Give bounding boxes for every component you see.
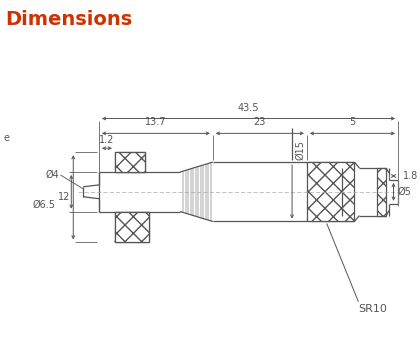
Text: Ø5: Ø5 [397, 187, 411, 197]
Text: Ø4: Ø4 [46, 170, 59, 180]
Text: Ø15: Ø15 [295, 140, 305, 160]
Bar [115, 211, 149, 242]
Text: Ø6.5: Ø6.5 [32, 200, 55, 210]
Text: SR10: SR10 [358, 303, 387, 314]
Text: 12: 12 [58, 192, 70, 202]
Bar [377, 168, 386, 216]
Bar [307, 162, 354, 222]
Text: 1.8: 1.8 [403, 171, 418, 181]
Text: Dimensions: Dimensions [5, 10, 132, 29]
Bar [115, 152, 144, 172]
Text: 5: 5 [349, 117, 356, 128]
Text: 23: 23 [254, 117, 266, 128]
Text: 13.7: 13.7 [145, 117, 167, 128]
Text: 43.5: 43.5 [238, 103, 259, 113]
Text: 1.2: 1.2 [99, 135, 115, 145]
Text: e: e [4, 133, 10, 143]
